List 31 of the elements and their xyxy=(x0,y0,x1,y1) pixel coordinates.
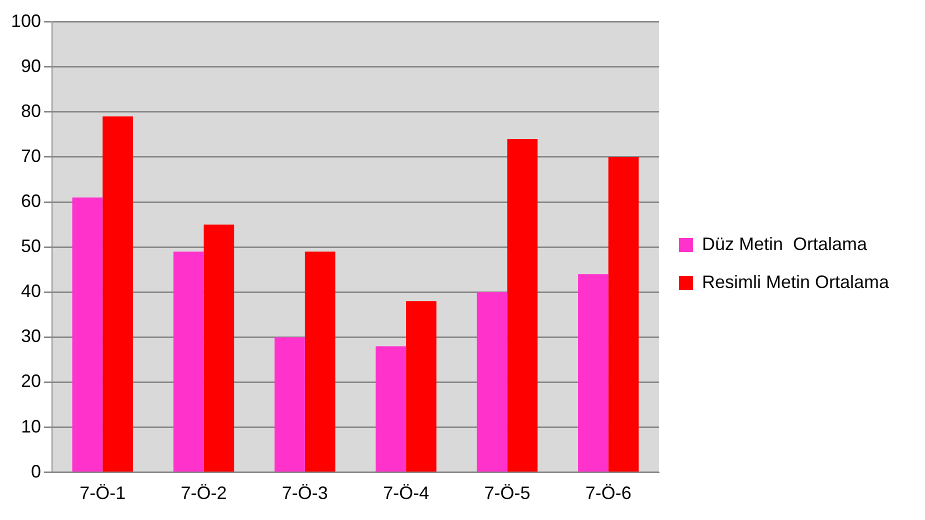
bar xyxy=(304,252,336,472)
bar xyxy=(376,346,406,472)
bar xyxy=(476,292,508,472)
y-tick-label: 0 xyxy=(31,461,42,482)
legend-label: Düz Metin Ortalama xyxy=(702,234,868,254)
x-tick-label: 7-Ö-6 xyxy=(585,483,632,504)
bar xyxy=(173,252,204,472)
bar xyxy=(72,198,103,472)
x-tick-label: 7-Ö-4 xyxy=(383,483,430,504)
bar xyxy=(608,156,639,472)
bar xyxy=(102,116,133,472)
x-tick-label: 7-Ö-2 xyxy=(180,483,227,504)
y-tick-label: 20 xyxy=(21,371,42,392)
bar xyxy=(406,301,436,472)
y-tick-label: 70 xyxy=(21,146,42,166)
y-tick-label: 50 xyxy=(21,236,42,256)
y-tick-label: 10 xyxy=(21,416,42,436)
x-tick-label: 7-Ö-5 xyxy=(484,483,530,504)
legend-label: Resimli Metin Ortalama xyxy=(702,272,890,292)
y-tick-label: 40 xyxy=(21,281,42,302)
x-tick-label: 7-Ö-1 xyxy=(80,483,126,504)
y-tick-label: 90 xyxy=(21,56,42,76)
x-tick-label: 7-Ö-3 xyxy=(282,483,328,504)
bar xyxy=(274,337,305,472)
y-tick-label: 100 xyxy=(10,10,42,31)
y-tick-label: 30 xyxy=(21,326,42,346)
bar xyxy=(204,224,234,472)
bar xyxy=(507,138,538,472)
bar xyxy=(578,274,608,472)
y-tick-label: 80 xyxy=(21,100,42,121)
y-tick-label: 60 xyxy=(21,191,42,212)
